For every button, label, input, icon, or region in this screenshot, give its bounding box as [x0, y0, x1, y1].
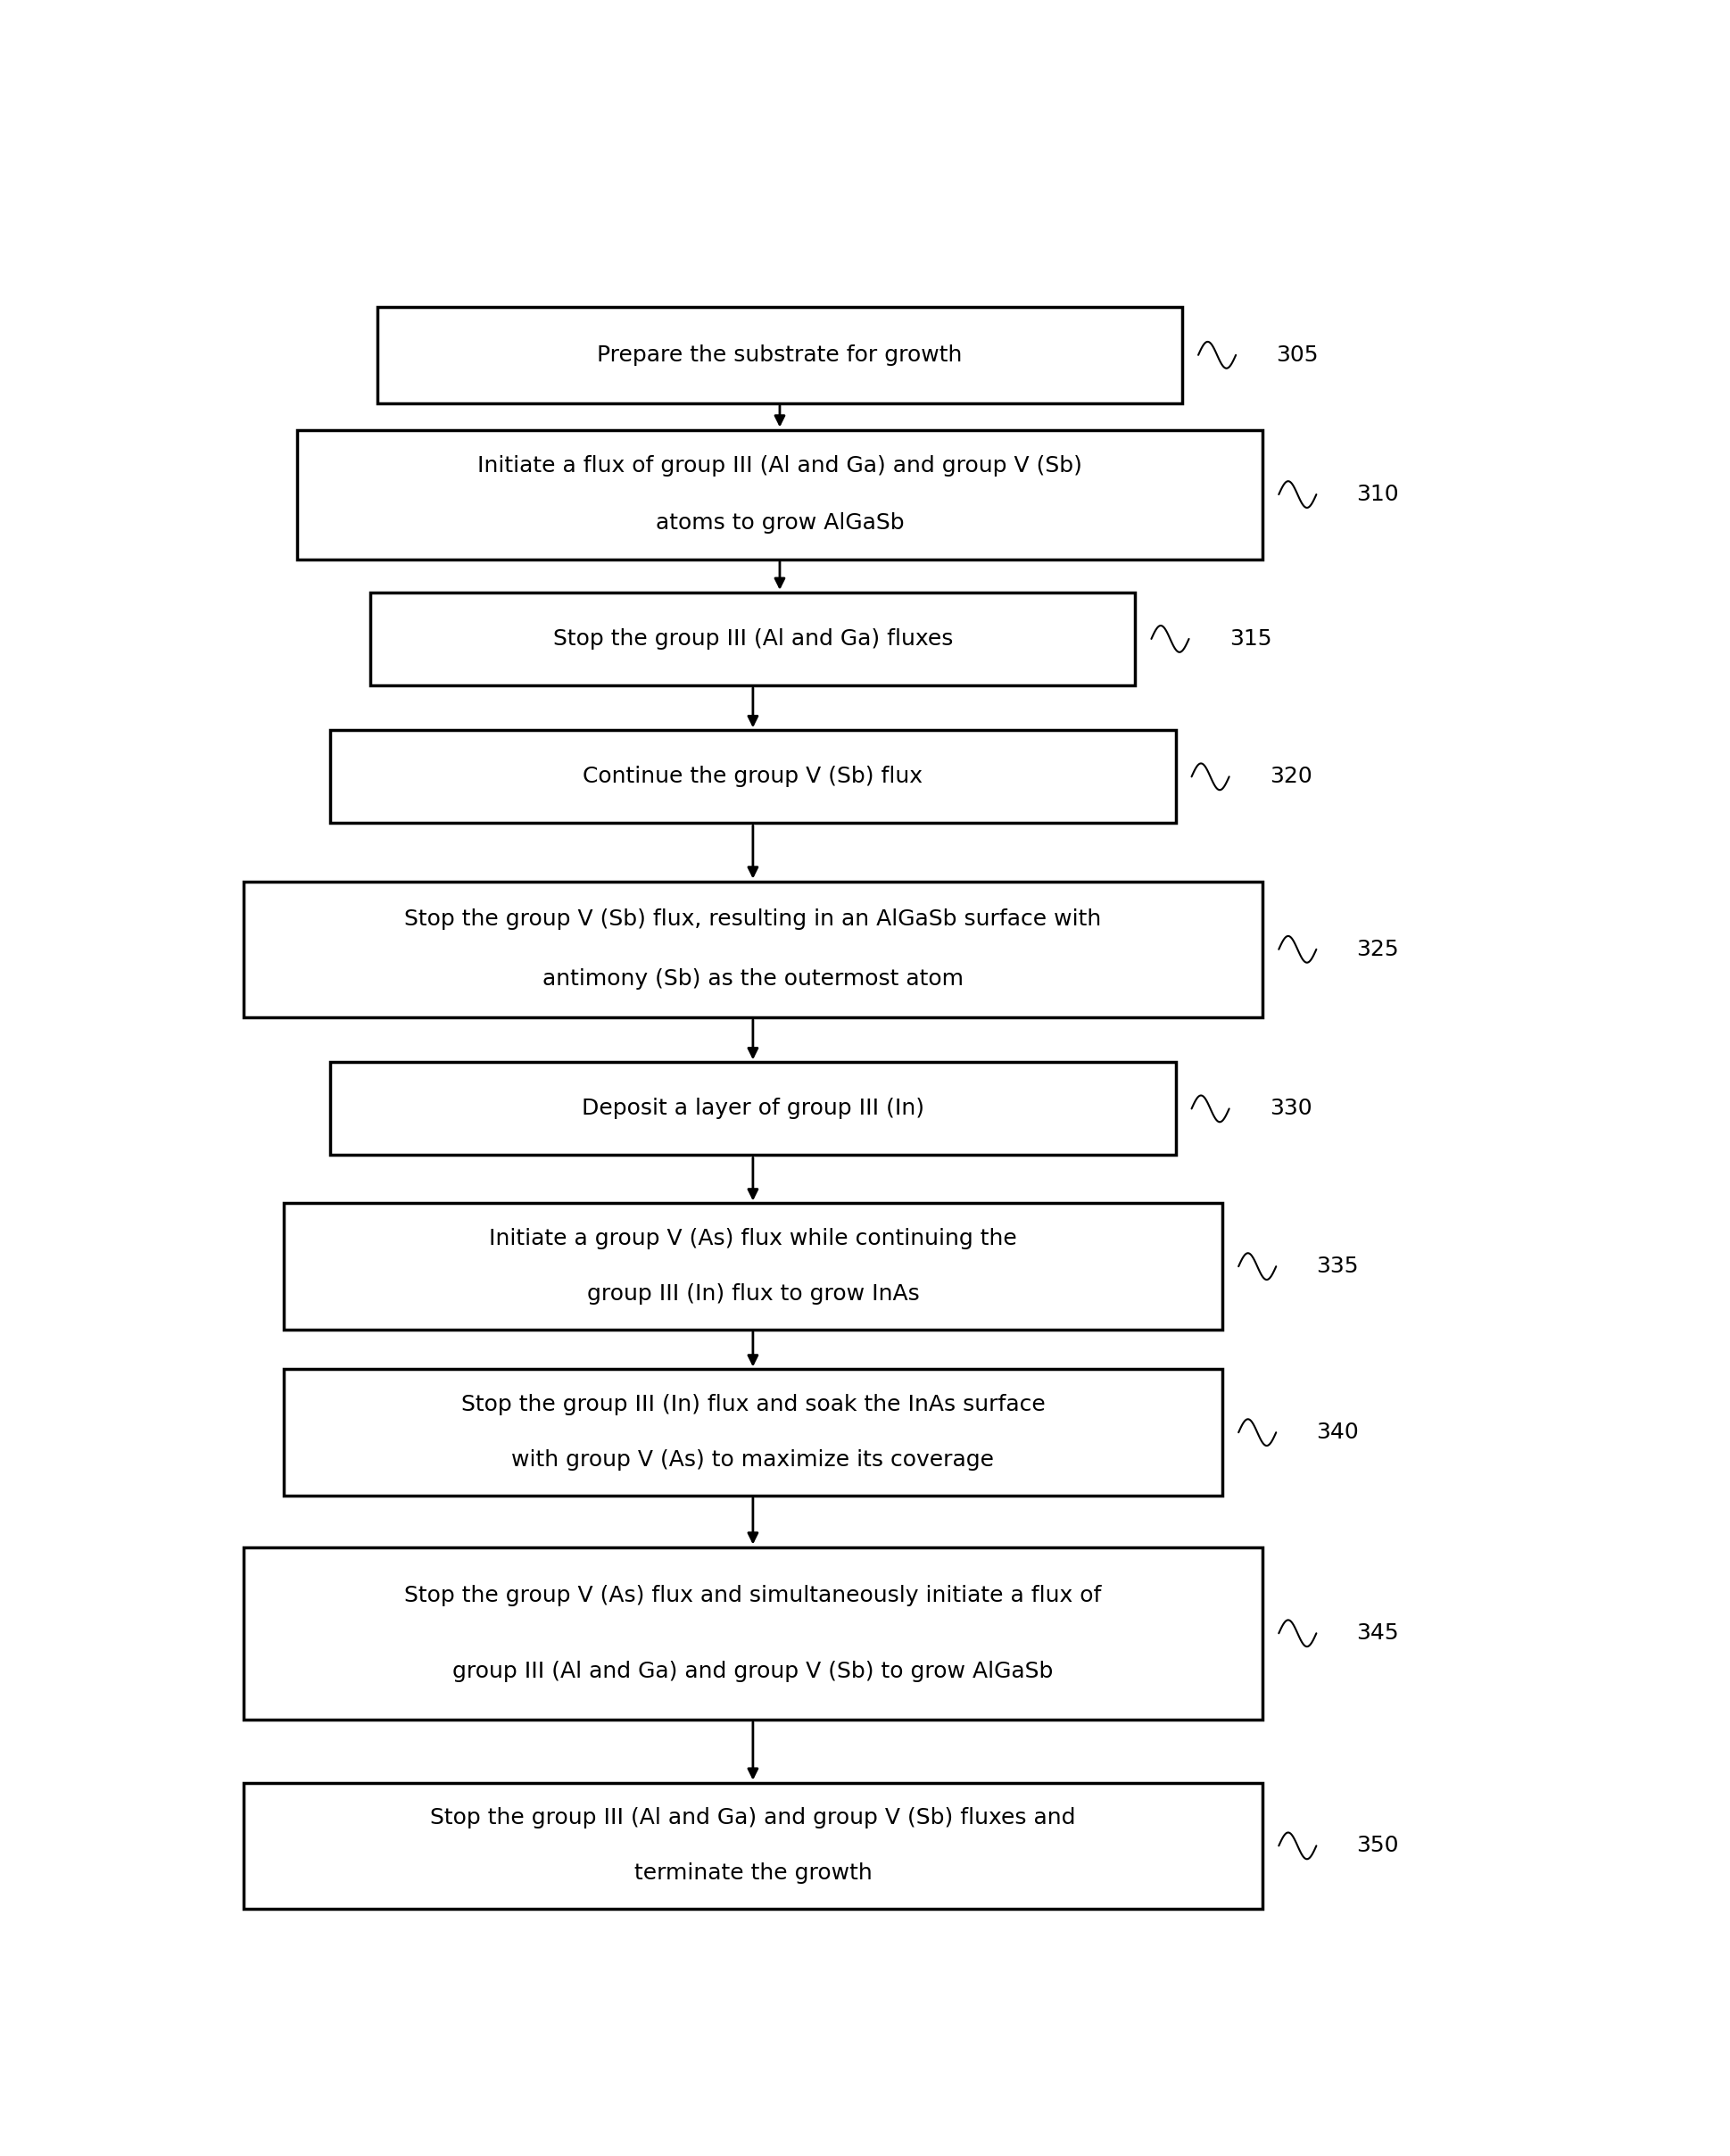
- FancyBboxPatch shape: [242, 882, 1261, 1018]
- Text: 320: 320: [1268, 765, 1311, 787]
- Text: 330: 330: [1268, 1097, 1311, 1119]
- FancyBboxPatch shape: [284, 1203, 1221, 1330]
- FancyArrowPatch shape: [747, 1332, 758, 1365]
- Text: Prepare the substrate for growth: Prepare the substrate for growth: [597, 345, 962, 367]
- Text: 345: 345: [1356, 1623, 1398, 1645]
- Text: group III (Al and Ga) and group V (Sb) to grow AlGaSb: group III (Al and Ga) and group V (Sb) t…: [452, 1660, 1054, 1682]
- FancyBboxPatch shape: [242, 1548, 1261, 1720]
- Text: Stop the group V (As) flux and simultaneously initiate a flux of: Stop the group V (As) flux and simultane…: [405, 1585, 1100, 1606]
- FancyBboxPatch shape: [296, 429, 1261, 558]
- FancyBboxPatch shape: [284, 1369, 1221, 1496]
- Text: with group V (As) to maximize its coverage: with group V (As) to maximize its covera…: [512, 1449, 993, 1470]
- Text: 335: 335: [1315, 1255, 1358, 1276]
- FancyArrowPatch shape: [747, 1498, 758, 1542]
- FancyArrowPatch shape: [775, 563, 784, 586]
- Text: Stop the group V (Sb) flux, resulting in an AlGaSb surface with: Stop the group V (Sb) flux, resulting in…: [405, 908, 1100, 929]
- Text: 340: 340: [1315, 1421, 1358, 1442]
- Text: terminate the growth: terminate the growth: [633, 1863, 872, 1884]
- FancyBboxPatch shape: [377, 306, 1182, 403]
- Text: 325: 325: [1356, 938, 1398, 959]
- FancyArrowPatch shape: [775, 405, 784, 425]
- Text: antimony (Sb) as the outermost atom: antimony (Sb) as the outermost atom: [541, 968, 964, 990]
- Text: atoms to grow AlGaSb: atoms to grow AlGaSb: [656, 513, 903, 535]
- Text: 305: 305: [1275, 345, 1318, 367]
- FancyArrowPatch shape: [747, 688, 758, 724]
- FancyBboxPatch shape: [330, 1063, 1175, 1156]
- Text: 350: 350: [1356, 1835, 1398, 1856]
- FancyBboxPatch shape: [370, 593, 1135, 686]
- Text: Stop the group III (In) flux and soak the InAs surface: Stop the group III (In) flux and soak th…: [460, 1395, 1045, 1414]
- FancyArrowPatch shape: [747, 1158, 758, 1199]
- Text: 310: 310: [1356, 483, 1398, 505]
- FancyBboxPatch shape: [242, 1783, 1261, 1908]
- Text: 315: 315: [1228, 627, 1272, 649]
- FancyArrowPatch shape: [747, 1723, 758, 1777]
- FancyArrowPatch shape: [747, 826, 758, 875]
- Text: Stop the group III (Al and Ga) fluxes: Stop the group III (Al and Ga) fluxes: [552, 627, 953, 649]
- Text: Deposit a layer of group III (In): Deposit a layer of group III (In): [581, 1097, 924, 1119]
- Text: Initiate a flux of group III (Al and Ga) and group V (Sb): Initiate a flux of group III (Al and Ga)…: [477, 455, 1081, 476]
- FancyBboxPatch shape: [330, 731, 1175, 824]
- FancyArrowPatch shape: [747, 1020, 758, 1056]
- Text: Stop the group III (Al and Ga) and group V (Sb) fluxes and: Stop the group III (Al and Ga) and group…: [431, 1807, 1074, 1828]
- Text: Initiate a group V (As) flux while continuing the: Initiate a group V (As) flux while conti…: [488, 1229, 1017, 1248]
- Text: group III (In) flux to grow InAs: group III (In) flux to grow InAs: [586, 1283, 919, 1304]
- Text: Continue the group V (Sb) flux: Continue the group V (Sb) flux: [583, 765, 922, 787]
